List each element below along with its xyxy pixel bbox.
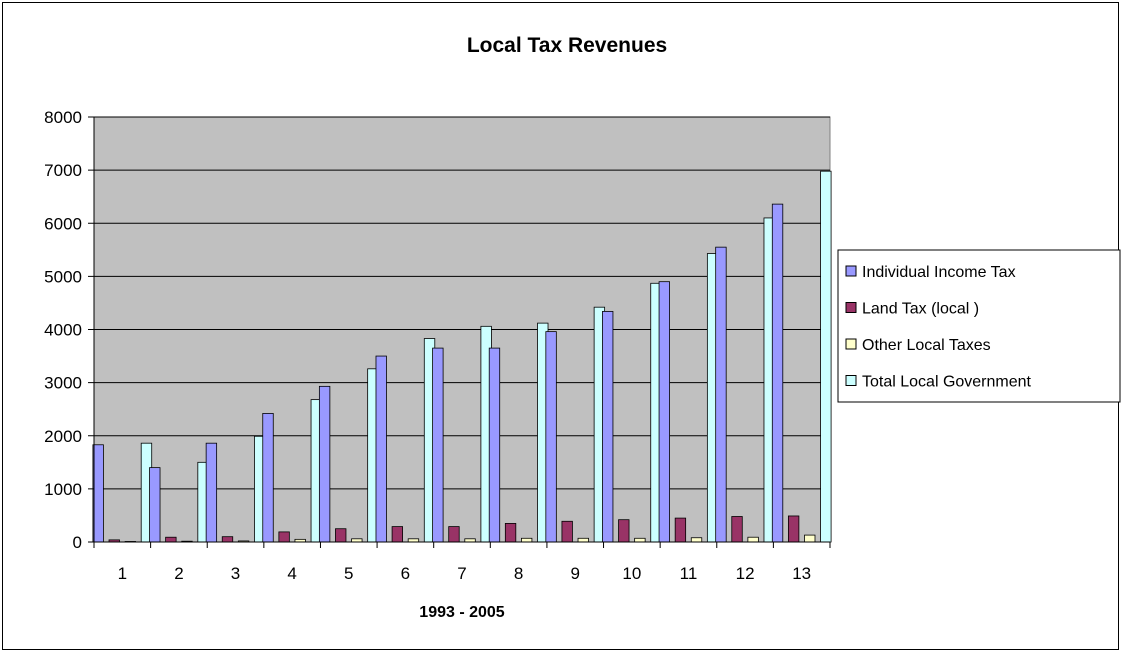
bar [221, 536, 234, 543]
legend-label: Other Local Taxes [862, 337, 991, 354]
y-tick-label: 8000 [44, 108, 82, 127]
legend-label: Land Tax (local ) [862, 301, 979, 318]
y-tick-label: 7000 [44, 161, 82, 180]
bar [674, 517, 687, 543]
x-tick-label: 13 [792, 564, 811, 583]
bar [658, 281, 670, 543]
x-tick-label: 12 [736, 564, 755, 583]
bar [804, 534, 816, 543]
bar [278, 531, 290, 543]
x-axis-label: 1993 - 2005 [419, 604, 505, 621]
bar [375, 355, 387, 543]
x-tick-label: 10 [622, 564, 641, 583]
x-tick-label: 7 [457, 564, 466, 583]
bar [690, 537, 703, 543]
x-tick-label: 11 [680, 564, 698, 583]
legend: Individual Income Tax Land Tax (local ) Ot… [837, 249, 1121, 403]
y-tick-label: 6000 [44, 214, 82, 233]
bar [787, 515, 800, 543]
bar [448, 526, 460, 543]
y-tick-label: 0 [73, 533, 82, 552]
y-tick-label: 2000 [44, 427, 82, 446]
legend-items: Individual Income Tax Land Tax (local ) Ot… [845, 264, 1032, 391]
x-tick-label: 8 [514, 564, 523, 583]
bar [602, 311, 614, 543]
x-tick-label: 4 [287, 564, 296, 583]
bar [771, 203, 784, 543]
x-tick-label: 2 [174, 564, 183, 583]
legend-label: Individual Income Tax [862, 264, 1016, 281]
bar [262, 413, 274, 543]
bar [391, 526, 403, 543]
bar [731, 516, 743, 543]
bar [561, 520, 573, 543]
legend-label: Total Local Government [862, 374, 1032, 391]
bar [747, 536, 759, 543]
x-tick-label: 1 [118, 564, 127, 583]
legend-box [837, 249, 1121, 403]
bar [149, 467, 161, 543]
bar [488, 347, 501, 543]
bar [165, 536, 177, 543]
legend-swatch [845, 375, 857, 386]
y-tick-label: 1000 [44, 480, 82, 499]
bar [205, 442, 218, 543]
chart-title: Local Tax Revenues [467, 34, 667, 57]
x-tick-label: 6 [401, 564, 410, 583]
legend-swatch [845, 338, 857, 350]
y-tick-labels: 0 1000 2000 3000 4000 5000 6000 7000 8000 [44, 108, 82, 552]
bar [715, 246, 727, 543]
y-tick-label: 3000 [44, 374, 82, 393]
x-tick-label: 9 [570, 564, 579, 583]
bar [432, 347, 444, 543]
bar [504, 523, 517, 543]
bar [521, 537, 533, 543]
bar [335, 528, 347, 543]
bar [820, 170, 832, 543]
bar [318, 385, 331, 543]
bar [577, 537, 589, 543]
bar [634, 537, 646, 543]
axes [88, 116, 831, 548]
bar [618, 519, 630, 543]
legend-swatch [845, 265, 857, 277]
x-tick-label: 5 [344, 564, 353, 583]
x-tick-label: 3 [231, 564, 240, 583]
x-tick-labels: 1 2 3 4 5 6 7 8 9 10 11 12 13 [118, 564, 812, 583]
y-tick-label: 5000 [44, 267, 82, 286]
legend-swatch [845, 302, 857, 313]
y-tick-label: 4000 [44, 321, 82, 340]
bar [545, 331, 557, 543]
